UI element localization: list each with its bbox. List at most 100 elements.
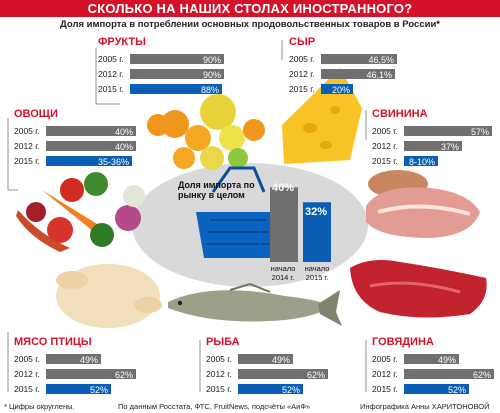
panel-title: ОВОЩИ: [14, 108, 58, 120]
bar-value: 35-36%: [97, 157, 129, 167]
bar-row: 2015 г. 52%: [372, 383, 497, 395]
fruit-illustration: [147, 94, 265, 170]
year-label: 2005 г.: [206, 354, 232, 364]
bar-row: 2015 г. 8-10%: [372, 155, 497, 167]
bar-row: 2015 г. 52%: [14, 383, 139, 395]
bar: 62%: [404, 369, 494, 380]
bar-value: 52%: [447, 385, 466, 395]
bar-row: 2012 г. 37%: [372, 140, 497, 152]
bar: 8-10%: [404, 156, 438, 167]
bar-value: 46,5%: [368, 55, 394, 65]
bar-value: 52%: [281, 385, 300, 395]
year-label: 2015 г.: [372, 384, 398, 394]
bar-row: 2015 г. 52%: [206, 383, 331, 395]
connector-line: [7, 118, 18, 191]
bar-row: 2005 г. 49%: [14, 353, 139, 365]
year-label: 2005 г.: [14, 354, 40, 364]
bar-row: 2015 г. 20%: [289, 83, 399, 95]
bar-value: 62%: [306, 370, 325, 380]
bar-value: 40%: [114, 142, 133, 152]
column-value: 40%: [271, 182, 295, 194]
year-label: 2012 г.: [372, 369, 398, 379]
year-label: 2012 г.: [206, 369, 232, 379]
bar: 46,5%: [321, 54, 397, 65]
source-note: По данным Росстата, ФТС, FruitNews, подс…: [118, 402, 311, 411]
bar-value: 46,1%: [366, 70, 392, 80]
bar-row: 2012 г. 46,1%: [289, 68, 399, 80]
bar-value: 40%: [114, 127, 133, 137]
bar: 40%: [46, 126, 136, 137]
year-label: 2015 г.: [206, 384, 232, 394]
credit-note: Инфографика Анны ХАРИТОНОВОЙ: [360, 402, 490, 411]
year-label: 2005 г.: [372, 126, 398, 136]
column-value: 32%: [304, 206, 328, 218]
bar-value: 88%: [200, 85, 219, 95]
year-label: 2012 г.: [98, 69, 124, 79]
bar-row: 2012 г. 62%: [206, 368, 331, 380]
bar-row: 2012 г. 40%: [14, 140, 139, 152]
year-label: 2015 г.: [289, 84, 315, 94]
overall-import-columns: [270, 187, 331, 262]
fish-illustration: [168, 282, 342, 326]
bar: 90%: [130, 69, 224, 80]
bar-row: 2012 г. 62%: [372, 368, 497, 380]
chicken-illustration: [56, 264, 162, 328]
footnote: * Цифры округлены.: [4, 402, 75, 411]
year-label: 2015 г.: [14, 156, 40, 166]
bar-value: 90%: [202, 70, 221, 80]
bar-value: 49%: [271, 355, 290, 365]
bar-value: 62%: [472, 370, 491, 380]
year-label: 2015 г.: [14, 384, 40, 394]
overall-import-column: [270, 187, 298, 262]
bar-row: 2012 г. 62%: [14, 368, 139, 380]
panel-title: РЫБА: [206, 336, 240, 348]
bar-value: 49%: [437, 355, 456, 365]
bar: 49%: [404, 354, 459, 365]
bar: 57%: [404, 126, 492, 137]
bar: 90%: [130, 54, 224, 65]
panel-title: ФРУКТЫ: [98, 36, 146, 48]
bar: 62%: [238, 369, 328, 380]
page-subtitle: Доля импорта в потреблении основных прод…: [60, 19, 440, 30]
year-label: 2012 г.: [372, 141, 398, 151]
bar: 35-36%: [46, 156, 132, 167]
bar: 52%: [238, 384, 303, 395]
bar: 46,1%: [321, 69, 395, 80]
bar: 88%: [130, 84, 222, 95]
year-label: 2015 г.: [98, 84, 124, 94]
bar: 40%: [46, 141, 136, 152]
year-label: 2005 г.: [289, 54, 315, 64]
beef-illustration: [350, 260, 487, 318]
bar: 52%: [404, 384, 469, 395]
overall-import-column: [303, 202, 331, 262]
bar-value: 49%: [79, 355, 98, 365]
bar: 20%: [321, 84, 353, 95]
vegetables-illustration: [16, 172, 145, 252]
page-title: СКОЛЬКО НА НАШИХ СТОЛАХ ИНОСТРАННОГО?: [0, 0, 500, 17]
bar-row: 2015 г. 35-36%: [14, 155, 139, 167]
bar-row: 2012 г. 90%: [98, 68, 228, 80]
overall-import-label: Доля импорта по рынку в целом: [178, 180, 255, 200]
bar: 49%: [238, 354, 293, 365]
bar-row: 2015 г. 88%: [98, 83, 228, 95]
bar: 52%: [46, 384, 111, 395]
panel-title: СЫР: [289, 36, 316, 48]
bar-row: 2005 г. 49%: [206, 353, 331, 365]
bar-row: 2005 г. 46,5%: [289, 53, 399, 65]
bar-value: 52%: [89, 385, 108, 395]
panel-title: ГОВЯДИНА: [372, 336, 434, 348]
bar-row: 2005 г. 90%: [98, 53, 228, 65]
year-label: 2012 г.: [289, 69, 315, 79]
year-label: 2005 г.: [14, 126, 40, 136]
bar-row: 2005 г. 57%: [372, 125, 497, 137]
bar-value: 37%: [440, 142, 459, 152]
bar-value: 8-10%: [408, 157, 435, 167]
year-label: 2005 г.: [372, 354, 398, 364]
bar-value: 62%: [114, 370, 133, 380]
column-caption: начало 2014 г.: [270, 264, 296, 282]
year-label: 2005 г.: [98, 54, 124, 64]
bar-row: 2005 г. 40%: [14, 125, 139, 137]
connector-line: [95, 48, 120, 105]
bar-value: 90%: [202, 55, 221, 65]
